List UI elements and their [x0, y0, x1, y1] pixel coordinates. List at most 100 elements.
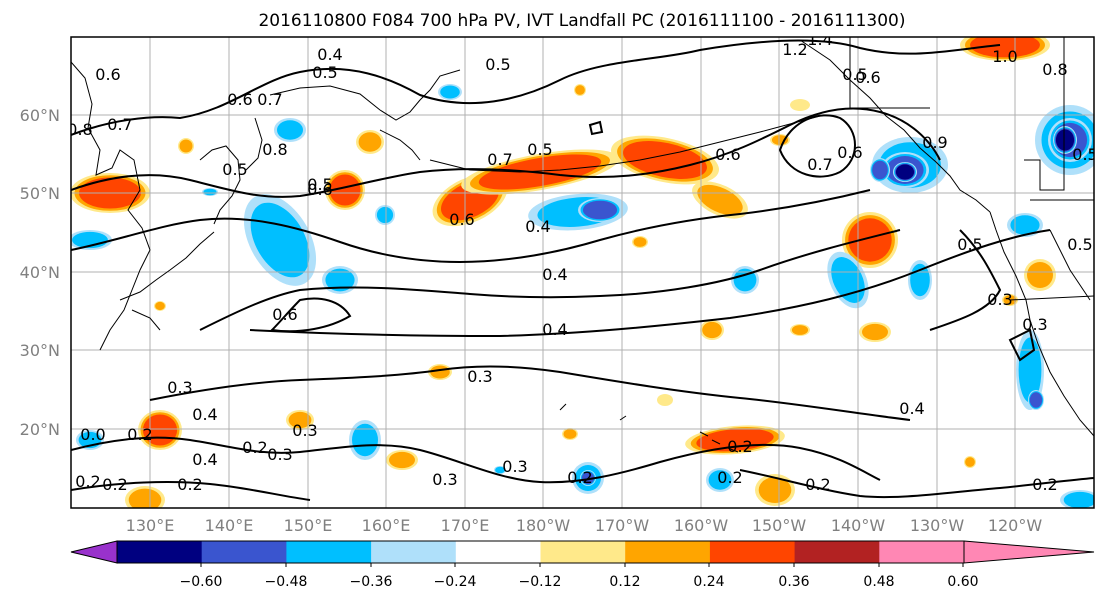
contour-label: 0.2 — [242, 438, 267, 457]
contour-label: 0.3 — [267, 445, 292, 464]
contour-label: 0.4 — [192, 450, 217, 469]
map-title: 2016110800 F084 700 hPa PV, IVT Landfall… — [258, 11, 905, 31]
contour-label: 0.6 — [227, 90, 252, 109]
contour-label: 0.2 — [1032, 475, 1057, 494]
pc-shade — [697, 184, 743, 216]
pc-shade — [1055, 129, 1075, 151]
contour-label: 0.8 — [67, 120, 92, 139]
lat-label: 30°N — [20, 341, 60, 360]
contour-label: 0.6 — [837, 143, 862, 162]
pc-shade — [155, 301, 165, 311]
lon-label: 140°W — [831, 516, 886, 535]
contour-label: 0.6 — [715, 145, 740, 164]
colorbar-tick-label: 0.48 — [863, 574, 894, 590]
pv-contours — [71, 39, 1094, 501]
lon-label: 160°E — [362, 516, 411, 535]
contour-label: 1.2 — [782, 40, 807, 59]
pc-shade — [708, 470, 732, 490]
colorbar-tick-label: −0.24 — [434, 574, 477, 590]
lon-label: 170°E — [441, 516, 490, 535]
contour-label: 0.2 — [102, 475, 127, 494]
lon-label: 150°E — [284, 516, 333, 535]
pc-shade — [872, 160, 888, 180]
lat-label: 40°N — [20, 263, 60, 282]
contour-label: 0.4 — [525, 217, 550, 236]
contour-label: 0.6 — [449, 210, 474, 229]
contour-label: 0.8 — [1042, 60, 1067, 79]
contour-label: 0.5 — [527, 140, 552, 159]
pc-shade — [1010, 215, 1040, 235]
contour-label: 0.5 — [1067, 235, 1092, 254]
lat-label: 60°N — [20, 106, 60, 125]
pc-shade — [702, 321, 722, 339]
contour-label: 0.7 — [257, 90, 282, 109]
pc-shade — [575, 85, 585, 95]
colorbar-bin — [286, 541, 372, 563]
contour-label: 0.5 — [222, 160, 247, 179]
contour-label: 0.7 — [487, 150, 512, 169]
pc-shade — [1063, 491, 1094, 508]
contour-label: 0.5 — [842, 65, 867, 84]
contour-label: 0.2 — [127, 425, 152, 444]
pc-shade — [389, 451, 415, 469]
colorbar-extend-max — [963, 540, 1095, 564]
pc-shade — [128, 488, 162, 508]
contour-label: 0.3 — [467, 367, 492, 386]
colorbar-bin — [709, 541, 796, 563]
pc-shade — [582, 200, 618, 220]
map-area: 0.60.8 0.70.40.50.6 0.70.80.50.60.50.50.70… — [67, 30, 1097, 508]
contour-label: 0.3 — [432, 470, 457, 489]
contour-label: 0.3 — [292, 421, 317, 440]
lon-label: 130°E — [126, 516, 175, 535]
colorbar-bin — [371, 541, 457, 563]
colorbar-bin — [540, 541, 626, 563]
contour-label: 0.5 — [1072, 145, 1097, 164]
pc-shade — [965, 457, 975, 467]
lat-label: 20°N — [20, 420, 60, 439]
contour-label: 1.4 — [807, 30, 832, 49]
contour-label: 0.6 — [855, 68, 880, 87]
contour-label: 0.4 — [542, 320, 567, 339]
contour-label: 0.6 — [272, 305, 297, 324]
contour-label: 0.5 — [307, 175, 332, 194]
colorbar-tick-label: 0.60 — [947, 574, 978, 590]
colorbar-bin — [794, 541, 880, 563]
map-frame — [70, 36, 1095, 509]
contour-label: 0.7 — [807, 155, 832, 174]
pc-shade — [791, 325, 809, 335]
pc-shade — [352, 423, 378, 457]
pc-shade — [358, 132, 382, 152]
lon-label: 140°E — [205, 516, 254, 535]
contour-label: 0.3 — [502, 457, 527, 476]
contour-label: 0.2 — [805, 475, 830, 494]
pc-shade — [633, 237, 647, 247]
colorbar-ticks: −0.60 −0.48 −0.36 −0.24 −0.12 0.12 0.24 … — [180, 574, 979, 590]
colorbar — [70, 540, 1095, 567]
colorbar-tick-label: 0.12 — [609, 574, 640, 590]
lat-label: 50°N — [20, 184, 60, 203]
lon-label: 160°W — [674, 516, 729, 535]
pc-shade — [440, 85, 460, 99]
lon-label: 130°W — [910, 516, 965, 535]
colorbar-bin — [201, 541, 287, 563]
contour-label: 0.2 — [177, 475, 202, 494]
pc-shade — [495, 466, 505, 474]
contour-label: 0.4 — [317, 45, 342, 64]
lon-label: 150°W — [752, 516, 807, 535]
contour-label: 0.2 — [727, 437, 752, 456]
pc-shade — [325, 268, 355, 292]
contour-label: 0.8 — [262, 140, 287, 159]
pc-shade — [895, 164, 915, 180]
pc-shade — [1027, 262, 1053, 288]
pc-shade — [862, 323, 888, 341]
pc-shade — [277, 120, 303, 140]
contour-label: 0.6 — [95, 65, 120, 84]
contour-label: 0.4 — [542, 265, 567, 284]
lon-label: 180°W — [516, 516, 571, 535]
contour-label: 0.6 — [307, 180, 332, 199]
pc-shade — [329, 174, 361, 206]
pc-shade — [1018, 337, 1042, 403]
pc-shading — [71, 37, 1094, 508]
lat-axis: 60°N 50°N 40°N 30°N 20°N — [20, 106, 60, 439]
